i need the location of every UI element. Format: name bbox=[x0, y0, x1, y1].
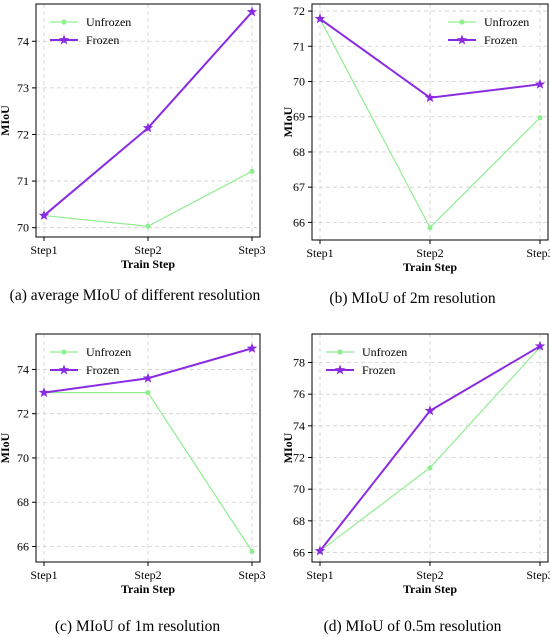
x-tick-label: Step3 bbox=[526, 246, 550, 260]
x-tick-label: Step2 bbox=[134, 243, 161, 257]
legend-label: Frozen bbox=[86, 33, 119, 47]
data-point-star bbox=[142, 122, 154, 133]
y-tick-label: 70 bbox=[17, 221, 29, 235]
legend-label: Frozen bbox=[86, 363, 119, 377]
y-tick-label: 70 bbox=[293, 482, 305, 496]
x-tick-label: Step1 bbox=[306, 568, 333, 582]
data-point-star bbox=[314, 545, 326, 556]
legend-label: Unfrozen bbox=[86, 345, 131, 359]
legend-marker-circle bbox=[61, 19, 67, 25]
legend-marker-star bbox=[334, 364, 346, 375]
y-axis-title: MIoU bbox=[281, 106, 295, 137]
x-tick-label: Step3 bbox=[526, 568, 550, 582]
legend-marker-star bbox=[58, 364, 70, 375]
series-line bbox=[44, 392, 253, 552]
x-axis-title: Train Step bbox=[403, 582, 457, 596]
x-tick-label: Step2 bbox=[134, 568, 161, 582]
chart-panel-2: Step1 Step2 Step3 66 68 70 72 74 Train Step MIoU U… bbox=[0, 333, 266, 596]
y-axis-title: MIoU bbox=[0, 105, 12, 136]
legend: Unfrozen Frozen bbox=[326, 345, 407, 377]
legend: Unfrozen Frozen bbox=[50, 345, 131, 377]
data-point-star bbox=[246, 342, 258, 353]
data-point-circle bbox=[427, 225, 433, 231]
x-tick-label: Step1 bbox=[30, 568, 57, 582]
legend-label: Unfrozen bbox=[86, 15, 131, 29]
chart-panel-0: Step1 Step2 Step3 70 71 72 73 74 Train Step MIoU U… bbox=[0, 3, 266, 271]
y-tick-label: 66 bbox=[17, 540, 29, 554]
caption-d: (d) MIoU of 0.5m resolution bbox=[323, 618, 502, 635]
legend-marker-circle bbox=[459, 19, 465, 25]
legend-label: Unfrozen bbox=[484, 15, 529, 29]
legend-marker-circle bbox=[61, 349, 67, 355]
series-frozen bbox=[314, 340, 546, 556]
data-point-circle bbox=[145, 223, 151, 229]
legend-label: Frozen bbox=[362, 363, 395, 377]
chart-panel-3: Step1 Step2 Step3 66 68 70 72 74 76 78 Train Step M… bbox=[281, 333, 550, 596]
y-tick-label: 69 bbox=[293, 110, 305, 124]
y-tick-label: 68 bbox=[17, 495, 29, 509]
data-point-star bbox=[534, 78, 546, 89]
series-unfrozen bbox=[41, 168, 255, 229]
y-tick-label: 78 bbox=[293, 356, 305, 370]
legend-marker-star bbox=[456, 34, 468, 45]
legend-label: Unfrozen bbox=[362, 345, 407, 359]
y-tick-label: 70 bbox=[293, 74, 305, 88]
y-tick-label: 74 bbox=[17, 34, 29, 48]
legend-label: Frozen bbox=[484, 33, 517, 47]
data-point-star bbox=[424, 92, 436, 103]
chart-panel-1: Step1 Step2 Step3 66 67 68 69 70 71 72 Train Step M… bbox=[281, 3, 550, 274]
data-point-star bbox=[534, 340, 546, 351]
series-line bbox=[319, 17, 541, 99]
y-tick-label: 67 bbox=[293, 180, 305, 194]
y-tick-label: 68 bbox=[293, 145, 305, 159]
data-point-circle bbox=[427, 465, 433, 471]
y-tick-label: 73 bbox=[17, 81, 29, 95]
y-tick-label: 72 bbox=[17, 127, 29, 141]
legend: Unfrozen Frozen bbox=[50, 15, 131, 47]
caption-b: (b) MIoU of 2m resolution bbox=[329, 290, 496, 307]
x-axis-title: Train Step bbox=[403, 260, 457, 274]
data-point-circle bbox=[145, 390, 151, 396]
caption-a: (a) average MIoU of different resolution bbox=[9, 287, 261, 304]
series-frozen bbox=[38, 6, 258, 221]
y-tick-label: 72 bbox=[293, 4, 305, 18]
y-tick-label: 74 bbox=[17, 362, 29, 376]
x-tick-label: Step1 bbox=[30, 243, 57, 257]
x-tick-label: Step3 bbox=[238, 243, 265, 257]
x-axis-title: Train Step bbox=[121, 257, 175, 271]
series-frozen bbox=[314, 13, 546, 103]
x-tick-label: Step1 bbox=[306, 246, 333, 260]
y-tick-label: 66 bbox=[293, 546, 305, 560]
y-axis-title: MIoU bbox=[0, 432, 12, 463]
legend: Unfrozen Frozen bbox=[448, 15, 529, 47]
data-point-star bbox=[424, 405, 436, 416]
y-tick-label: 71 bbox=[17, 174, 29, 188]
legend-marker-circle bbox=[337, 349, 343, 355]
x-tick-label: Step2 bbox=[416, 246, 443, 260]
legend-marker-star bbox=[58, 34, 70, 45]
y-tick-label: 71 bbox=[293, 39, 305, 53]
y-axis-title: MIoU bbox=[281, 432, 295, 463]
caption-c: (c) MIoU of 1m resolution bbox=[54, 618, 221, 635]
x-tick-label: Step2 bbox=[416, 568, 443, 582]
x-tick-label: Step3 bbox=[238, 568, 265, 582]
y-tick-label: 72 bbox=[293, 451, 305, 465]
data-point-star bbox=[314, 13, 326, 24]
y-tick-label: 68 bbox=[293, 514, 305, 528]
y-tick-label: 70 bbox=[17, 451, 29, 465]
data-point-star bbox=[38, 210, 50, 221]
data-point-circle bbox=[537, 115, 543, 121]
data-point-star bbox=[38, 387, 50, 398]
data-point-circle bbox=[249, 548, 255, 554]
data-point-star bbox=[246, 6, 258, 17]
y-tick-label: 74 bbox=[293, 419, 305, 433]
y-tick-label: 66 bbox=[293, 215, 305, 229]
data-point-star bbox=[142, 372, 154, 383]
y-tick-label: 72 bbox=[17, 407, 29, 421]
data-point-circle bbox=[249, 168, 255, 174]
y-tick-label: 76 bbox=[293, 387, 305, 401]
series-frozen bbox=[38, 342, 258, 398]
x-axis-title: Train Step bbox=[121, 582, 175, 596]
